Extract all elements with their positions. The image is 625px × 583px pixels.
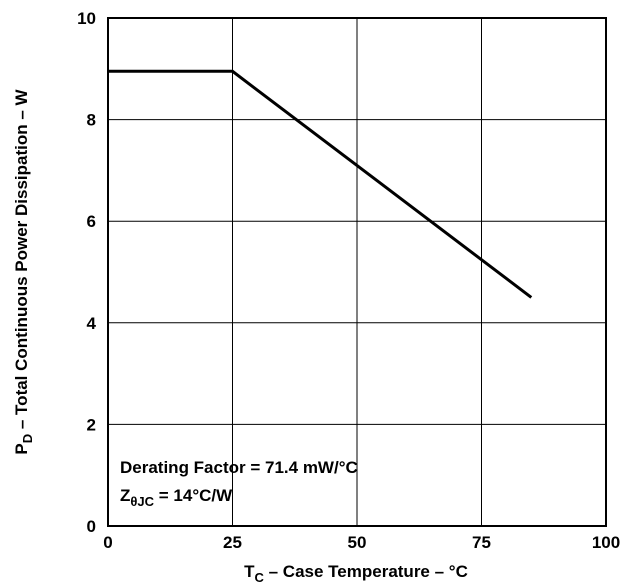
series-layer: [108, 69, 533, 299]
x-tick-label-4: 100: [592, 533, 620, 552]
grid-lines: [107, 17, 607, 527]
x-tick-label-2: 50: [348, 533, 367, 552]
thermal-impedance-annotation: ZθJC = 14°C/W: [120, 486, 233, 509]
y-tick-label-3: 6: [87, 212, 96, 231]
x-axis-label: TC – Case Temperature – °C: [244, 562, 468, 583]
x-tick-labels: 0 25 50 75 100: [103, 533, 620, 552]
y-tick-label-4: 8: [87, 111, 96, 130]
y-tick-label-0: 0: [87, 517, 96, 536]
y-tick-label-5: 10: [77, 9, 96, 28]
plot-frame: [107, 17, 607, 527]
x-tick-label-1: 25: [223, 533, 242, 552]
x-tick-label-3: 75: [472, 533, 491, 552]
derating-factor-annotation: Derating Factor = 71.4 mW/°C: [120, 458, 358, 477]
series-line-0: [108, 69, 533, 299]
y-tick-labels: 0 2 4 6 8 10: [77, 9, 96, 536]
y-axis-label: PD – Total Continuous Power Dissipation …: [12, 88, 35, 454]
y-tick-label-2: 4: [87, 314, 97, 333]
y-tick-label-1: 2: [87, 415, 96, 434]
x-tick-label-0: 0: [103, 533, 112, 552]
